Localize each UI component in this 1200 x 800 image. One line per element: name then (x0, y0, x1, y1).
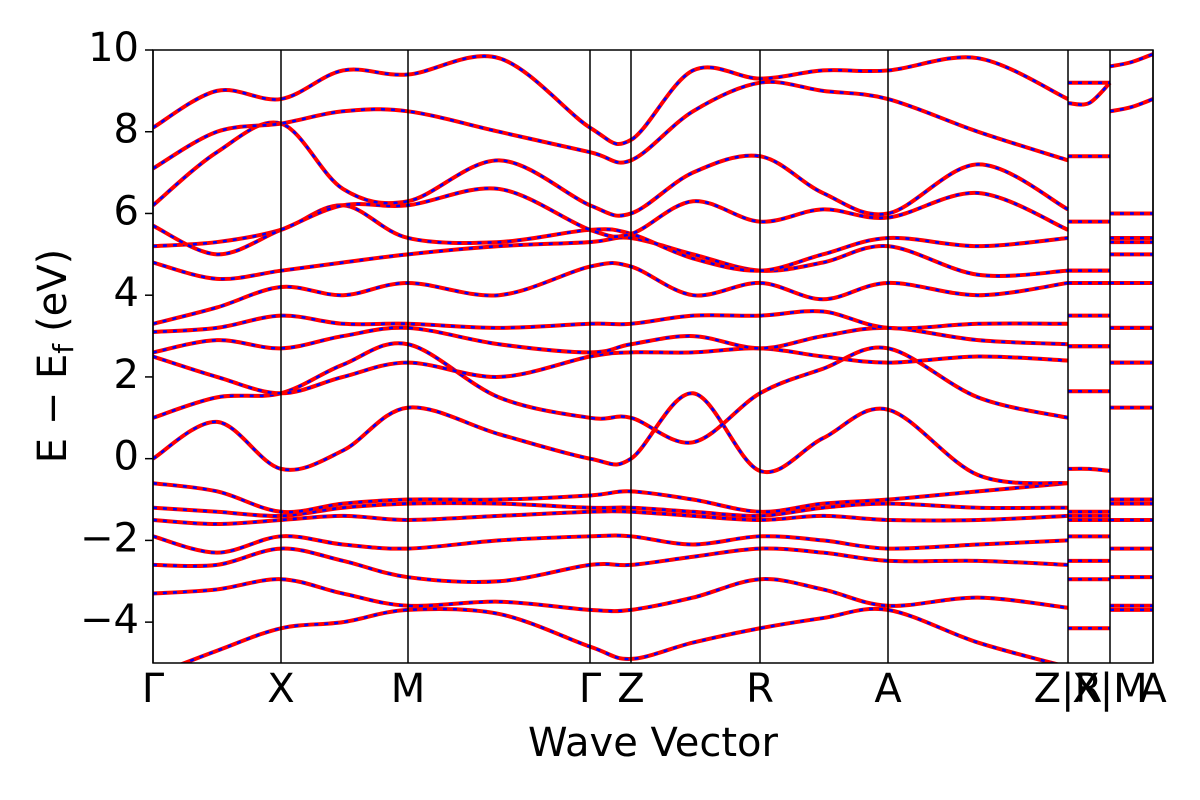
band-line-overlay (153, 510, 1153, 526)
x-tick-label: Z (617, 666, 644, 712)
x-tick-label: X|M (1072, 666, 1147, 712)
band-line-overlay (153, 204, 1153, 272)
x-axis-label: Wave Vector (528, 720, 779, 766)
band-line-overlay (153, 80, 1153, 170)
band-line-overlay (153, 392, 1153, 485)
band-line (153, 79, 1153, 171)
band-line (153, 325, 1153, 355)
bands (153, 52, 1153, 663)
y-label-sub: f (47, 343, 80, 354)
band-line-overlay (153, 52, 1153, 146)
x-tick-label: A (1139, 666, 1167, 712)
x-tick-label: Γ (142, 666, 165, 712)
band-line (153, 120, 1153, 218)
band-line-overlay (153, 121, 1153, 217)
y-tick-label: 8 (114, 107, 139, 153)
y-label-main: E − E (30, 354, 76, 464)
band-line (153, 261, 1153, 326)
band-line-overlay (153, 547, 1153, 584)
band-line (153, 577, 1153, 614)
x-tick-label: Γ (579, 666, 602, 712)
band-line (153, 52, 1153, 146)
band-line-overlay (153, 577, 1153, 613)
band-line (179, 606, 1153, 663)
x-tick-label: A (874, 666, 902, 712)
y-tick-label: 6 (114, 188, 139, 234)
x-tick-label: X (267, 666, 294, 712)
band-line (153, 546, 1153, 584)
y-tick-label: −2 (80, 515, 139, 561)
band-line-overlay (153, 501, 1153, 518)
plot-frame (152, 49, 1154, 664)
y-tick-label: 2 (114, 352, 139, 398)
x-tick-label: Z|R (1034, 666, 1103, 712)
y-tick-label: 4 (114, 270, 139, 316)
band-line-overlay (181, 607, 1153, 663)
y-tick-label: 0 (114, 434, 139, 480)
band-line-overlay (153, 187, 1153, 256)
y-tick-label: −4 (80, 597, 139, 643)
y-tick-label: 10 (88, 25, 139, 71)
y-axis-label: E − Ef (eV) (30, 249, 80, 464)
band-line (153, 203, 1153, 273)
x-tick-label: R (746, 666, 774, 712)
x-tick-label: M (391, 666, 426, 712)
y-label-unit: (eV) (30, 249, 76, 332)
band-line-overlay (153, 309, 1153, 334)
